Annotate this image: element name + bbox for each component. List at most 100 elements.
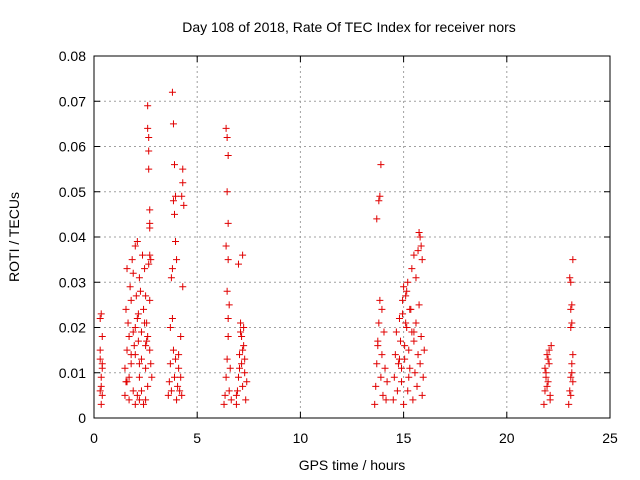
data-point (546, 396, 554, 404)
data-point (545, 360, 553, 368)
data-point (412, 274, 420, 282)
data-point (145, 133, 153, 141)
data-point (132, 292, 140, 300)
y-tick-label: 0.08 (59, 48, 86, 64)
data-point (144, 333, 152, 341)
data-point (142, 342, 150, 350)
data-point (179, 179, 187, 187)
data-point (97, 373, 105, 381)
data-point (225, 301, 233, 309)
data-point (123, 378, 131, 386)
x-tick-label: 10 (293, 430, 309, 446)
data-point (239, 251, 247, 259)
data-point (141, 265, 149, 273)
data-point (131, 400, 139, 408)
data-point (223, 188, 231, 196)
data-point (406, 305, 414, 313)
data-point (566, 274, 574, 282)
data-point (541, 364, 549, 372)
data-point (125, 333, 133, 341)
chart-title: Day 108 of 2018, Rate Of TEC Index for r… (182, 19, 516, 35)
data-point (566, 387, 574, 395)
data-point (378, 351, 386, 359)
data-point (172, 355, 180, 363)
data-point (173, 256, 181, 264)
data-point (98, 360, 106, 368)
data-point (176, 387, 184, 395)
data-point (170, 161, 178, 169)
data-point (146, 206, 154, 214)
data-point (405, 346, 413, 354)
data-point (142, 396, 150, 404)
data-point (135, 274, 143, 282)
data-point (137, 355, 145, 363)
data-point (165, 378, 173, 386)
data-point (394, 360, 402, 368)
data-point (168, 88, 176, 96)
data-point (125, 396, 133, 404)
data-point (239, 346, 247, 354)
y-tick-label: 0.05 (59, 184, 86, 200)
x-tick-label: 25 (602, 430, 618, 446)
data-point (170, 210, 178, 218)
data-point (127, 351, 135, 359)
data-point (125, 373, 133, 381)
data-point (410, 328, 418, 336)
data-point (142, 292, 150, 300)
data-point (179, 283, 187, 291)
data-point (126, 283, 134, 291)
data-point (179, 165, 187, 173)
data-point (96, 314, 104, 322)
data-point (131, 242, 139, 250)
data-point (166, 324, 174, 331)
data-point (131, 324, 139, 331)
data-point (543, 351, 551, 359)
data-point (122, 305, 130, 313)
data-point (392, 328, 400, 336)
data-point (410, 337, 418, 345)
data-point (96, 346, 104, 354)
data-point (373, 360, 381, 368)
data-point (568, 301, 576, 309)
data-point (404, 278, 412, 286)
data-point (372, 382, 380, 390)
data-point (395, 355, 403, 363)
data-point (223, 133, 231, 141)
data-point (224, 256, 232, 264)
data-point (391, 351, 399, 359)
data-points (96, 88, 577, 408)
data-point (234, 260, 242, 268)
data-point (382, 396, 390, 404)
data-point (569, 378, 577, 386)
data-point (374, 342, 382, 350)
data-point (172, 238, 180, 246)
data-point (121, 391, 129, 399)
data-point (567, 324, 575, 331)
x-tick-label: 20 (499, 430, 515, 446)
data-point (232, 400, 240, 408)
data-point (142, 364, 150, 372)
data-point (377, 373, 385, 381)
data-point (175, 351, 183, 359)
data-point (371, 400, 379, 408)
data-point (380, 328, 388, 336)
data-point (96, 355, 104, 363)
data-point (146, 224, 154, 232)
data-point (239, 382, 247, 390)
y-tick-label: 0.07 (59, 93, 86, 109)
data-point (121, 364, 129, 372)
data-point (128, 256, 136, 264)
data-point (224, 333, 232, 341)
data-point (405, 373, 413, 381)
data-point (135, 373, 143, 381)
data-point (416, 360, 424, 368)
data-point (146, 346, 154, 354)
x-tick-label: 5 (193, 430, 201, 446)
data-point (568, 369, 576, 377)
data-point (409, 396, 417, 404)
data-point (96, 387, 104, 395)
data-point (167, 274, 175, 282)
data-point (177, 333, 185, 341)
data-point (236, 364, 244, 372)
